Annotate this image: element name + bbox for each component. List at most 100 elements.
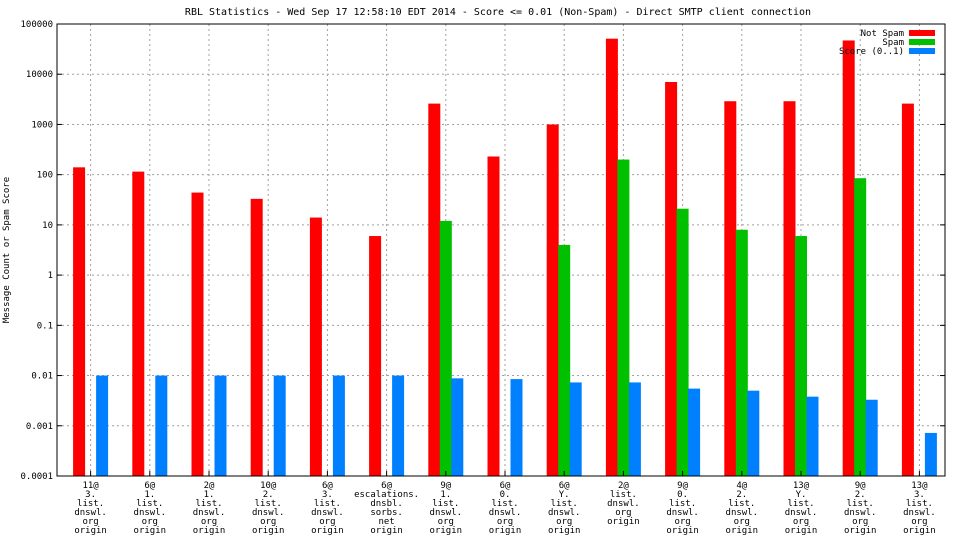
legend-swatch: [909, 48, 935, 54]
x-category-label-line: org: [260, 517, 276, 527]
x-category-label-line: 6@: [559, 481, 570, 491]
x-category-label-line: escalations.: [354, 490, 419, 500]
x-category-label-line: 0.: [677, 490, 688, 500]
x-category-label-line: origin: [370, 526, 403, 536]
x-category-label-line: list.: [728, 499, 755, 509]
x-category-label-line: dnswl.: [607, 499, 640, 509]
x-category-label-line: origin: [252, 526, 285, 536]
y-tick-label: 10: [42, 221, 53, 231]
bar-not-spam: [191, 192, 204, 476]
legend-label: Not Spam: [861, 29, 904, 39]
x-category-label-line: 6@: [381, 481, 392, 491]
bar-spam: [558, 244, 571, 476]
x-category-label-line: 11@: [82, 481, 99, 491]
plot-frame: [56, 23, 946, 477]
x-category-label-line: org: [438, 517, 454, 527]
bar-score-0-1: [806, 396, 819, 476]
x-category-label-line: list.: [906, 499, 933, 509]
bar-not-spam: [132, 171, 145, 476]
x-category-label-line: 2.: [736, 490, 747, 500]
bar-not-spam: [73, 167, 86, 476]
x-category-label-line: dnswl.: [844, 508, 877, 518]
x-category-label-line: org: [497, 517, 513, 527]
x-category-label-line: origin: [74, 526, 107, 536]
y-tick-label: 0.1: [37, 321, 53, 331]
x-category-label-line: org: [319, 517, 335, 527]
x-category-label-line: dnswl.: [903, 508, 936, 518]
x-category-label-line: dnswl.: [311, 508, 344, 518]
x-category-label-line: org: [82, 517, 98, 527]
x-category-label-line: org: [615, 508, 631, 518]
x-category-label-line: dnswl.: [666, 508, 699, 518]
bar-score-0-1: [688, 388, 701, 476]
x-category-label-line: 6@: [322, 481, 333, 491]
x-category-label-line: 10@: [260, 481, 277, 491]
x-category-label-line: 9@: [677, 481, 688, 491]
x-category-label-line: list.: [669, 499, 696, 509]
x-category-label-line: origin: [844, 526, 877, 536]
x-category-label-line: 6@: [500, 481, 511, 491]
x-category-label-line: 6@: [144, 481, 155, 491]
bar-not-spam: [546, 124, 559, 476]
bar-not-spam: [428, 103, 441, 476]
x-category-label-line: 1.: [440, 490, 451, 500]
bar-spam: [735, 229, 748, 476]
x-category-label-line: org: [734, 517, 750, 527]
x-axis-category-labels: 11@3.list.dnswl.orgorigin6@1.list.dnswl.…: [74, 481, 935, 536]
x-category-label-line: 3.: [322, 490, 333, 500]
x-category-label-line: 3.: [85, 490, 96, 500]
x-category-label-line: origin: [726, 526, 759, 536]
x-category-label-line: 2@: [618, 481, 629, 491]
bar-not-spam: [605, 38, 618, 477]
x-category-label-line: org: [556, 517, 572, 527]
bar-score-0-1: [569, 382, 582, 476]
x-category-label-line: dnswl.: [489, 508, 522, 518]
x-category-label-line: origin: [548, 526, 581, 536]
x-category-label-line: 1.: [204, 490, 215, 500]
y-axis-ticks: 100000 10000 1000 100 10 1 0.1 0.01 0.001 0.0001: [20, 20, 945, 482]
bar-score-0-1: [155, 375, 168, 476]
bar-score-0-1: [747, 390, 760, 476]
x-category-label-line: list.: [195, 499, 222, 509]
bar-not-spam: [309, 217, 322, 476]
legend-swatch: [909, 30, 935, 36]
bar-spam: [617, 159, 630, 476]
bar-not-spam: [842, 40, 855, 476]
y-tick-label: 100: [37, 171, 53, 181]
x-category-label-line: 0.: [500, 490, 511, 500]
y-tick-label: 1: [48, 271, 53, 281]
bar-not-spam: [724, 101, 737, 476]
x-category-label-line: Y.: [559, 490, 570, 500]
x-category-label-line: 2.: [263, 490, 274, 500]
legend-label: Score (0..1): [839, 47, 904, 57]
bar-spam: [676, 208, 689, 477]
x-category-label-line: 1.: [144, 490, 155, 500]
bar-not-spam: [487, 156, 500, 477]
x-category-label-line: net: [378, 517, 394, 527]
x-category-label-line: dnswl.: [74, 508, 107, 518]
x-category-label-line: dnswl.: [548, 508, 581, 518]
x-category-label-line: 2.: [855, 490, 866, 500]
bar-score-0-1: [214, 375, 227, 476]
x-category-label-line: dnswl.: [134, 508, 167, 518]
y-tick-label: 1000: [31, 120, 53, 130]
y-tick-label: 0.001: [26, 422, 53, 432]
bar-not-spam: [783, 101, 796, 476]
x-category-label-line: origin: [430, 526, 463, 536]
x-category-label-line: dnswl.: [785, 508, 818, 518]
bar-score-0-1: [96, 375, 109, 476]
x-category-label-line: list.: [847, 499, 874, 509]
x-category-label-line: sorbs.: [370, 508, 403, 518]
x-category-label-line: list.: [136, 499, 163, 509]
x-category-label-line: 13@: [793, 481, 810, 491]
x-category-label-line: dnswl.: [430, 508, 463, 518]
y-axis-label: Message Count or Spam Score: [2, 177, 12, 323]
bar-spam: [854, 178, 867, 476]
x-category-label-line: 9@: [855, 481, 866, 491]
bar-score-0-1: [332, 375, 345, 476]
x-category-label-line: list.: [787, 499, 814, 509]
x-category-label-line: origin: [311, 526, 344, 536]
bar-score-0-1: [273, 375, 286, 476]
